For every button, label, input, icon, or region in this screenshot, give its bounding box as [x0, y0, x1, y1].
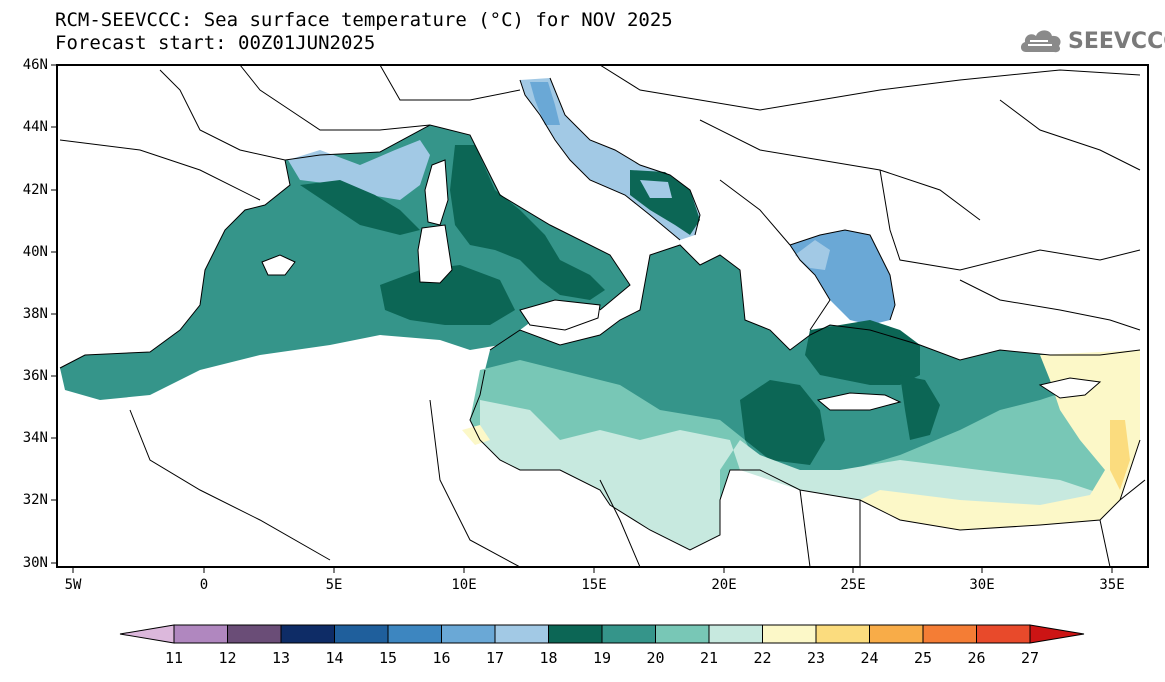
ionian-warm-patch: [740, 380, 825, 465]
colorbar: [119, 624, 1085, 644]
tunisia-warm-strip: [462, 425, 490, 445]
sea-temperature-field: [60, 78, 1140, 550]
forecast-start-subtitle: Forecast start: 00Z01JUN2025: [55, 32, 376, 54]
colorbar-tick-label: 16: [432, 649, 451, 667]
colorbar-cell: [922, 624, 977, 644]
aegean-north-light: [795, 240, 830, 270]
lon-label: 0: [199, 577, 209, 593]
colorbar-cell: [655, 624, 710, 644]
colorbar-tick-label: 24: [860, 649, 879, 667]
colorbar-tick-label: 19: [592, 649, 612, 667]
lat-label: 30N: [22, 555, 48, 571]
crete-island: [816, 392, 902, 411]
colorbar-cell: [173, 624, 228, 644]
lon-label: 5E: [325, 577, 343, 593]
colorbar-cell: [815, 624, 870, 644]
northwest-warm-patch: [300, 180, 420, 235]
colorbar-tick-label: 26: [967, 649, 986, 667]
colorbar-cell: [762, 624, 817, 644]
coastlines: [59, 65, 1146, 567]
logo-text: SEEVCCC: [1068, 28, 1165, 54]
lon-label: 10E: [451, 577, 477, 593]
cyprus-island: [1038, 377, 1102, 399]
colorbar-tick-label: 23: [806, 649, 826, 667]
lon-label: 30E: [969, 577, 995, 593]
map-frame: [56, 64, 1149, 568]
lat-label: 46N: [22, 57, 48, 73]
sardinia-warm-patch: [380, 265, 515, 325]
aegean-sea: [790, 230, 895, 325]
colorbar-cell: [494, 624, 549, 644]
aegean-south-warm: [805, 320, 920, 385]
lon-label: 35E: [1099, 577, 1125, 593]
colorbar-under-arrow: [119, 624, 175, 644]
lat-label: 34N: [22, 430, 48, 446]
rhodes-warm-patch: [900, 375, 940, 440]
sardinia-island: [417, 224, 453, 284]
lat-label: 44N: [22, 119, 48, 135]
lon-label: 20E: [711, 577, 737, 593]
colorbar-tick-label: 11: [164, 649, 184, 667]
colorbar-tick-label: 13: [271, 649, 291, 667]
lon-label: 15E: [581, 577, 607, 593]
colorbar-cells: [173, 624, 1031, 644]
levantine-band-24: [1110, 420, 1130, 490]
axis-ticks: [51, 64, 1113, 573]
colorbar-cell: [334, 624, 389, 644]
sicily-island: [519, 299, 601, 331]
adriatic-central-patch: [640, 180, 672, 198]
colorbar-tick-label: 18: [539, 649, 558, 667]
lon-label: 5W: [64, 577, 82, 593]
colorbar-tick-label: 27: [1020, 649, 1040, 667]
lat-label: 40N: [22, 244, 48, 260]
colorbar-cell: [280, 624, 335, 644]
map-title: RCM-SEEVCCC: Sea surface temperature (°C…: [55, 9, 673, 31]
corsica-island: [424, 159, 449, 226]
colorbar-cell: [387, 624, 442, 644]
seevccc-logo: SEEVCCC: [1018, 26, 1165, 56]
colorbar-tick-label: 12: [218, 649, 237, 667]
colorbar-tick-label: 15: [378, 649, 398, 667]
colorbar-tick-label: 20: [646, 649, 665, 667]
tyrrhenian-warm-band: [450, 145, 605, 300]
balearic-islands: [261, 254, 296, 276]
lon-label: 25E: [840, 577, 866, 593]
lat-label: 38N: [22, 306, 48, 322]
colorbar-tick-label: 21: [699, 649, 719, 667]
colorbar-cell: [227, 624, 282, 644]
colorbar-cell: [869, 624, 924, 644]
colorbar-cell: [708, 624, 763, 644]
colorbar-tick-label: 17: [485, 649, 505, 667]
colorbar-cell: [601, 624, 656, 644]
lat-label: 36N: [22, 368, 48, 384]
colorbar-tick-label: 22: [753, 649, 772, 667]
lat-label: 42N: [22, 182, 48, 198]
colorbar-cell: [441, 624, 496, 644]
colorbar-tick-label: 14: [325, 649, 344, 667]
colorbar-over-arrow: [1029, 624, 1085, 644]
adriatic-cold-core: [530, 82, 560, 125]
colorbar-tick-label: 25: [913, 649, 933, 667]
cloud-logo-icon: [1020, 30, 1061, 53]
colorbar-cell: [976, 624, 1031, 644]
lat-label: 32N: [22, 492, 48, 508]
colorbar-cell: [548, 624, 603, 644]
